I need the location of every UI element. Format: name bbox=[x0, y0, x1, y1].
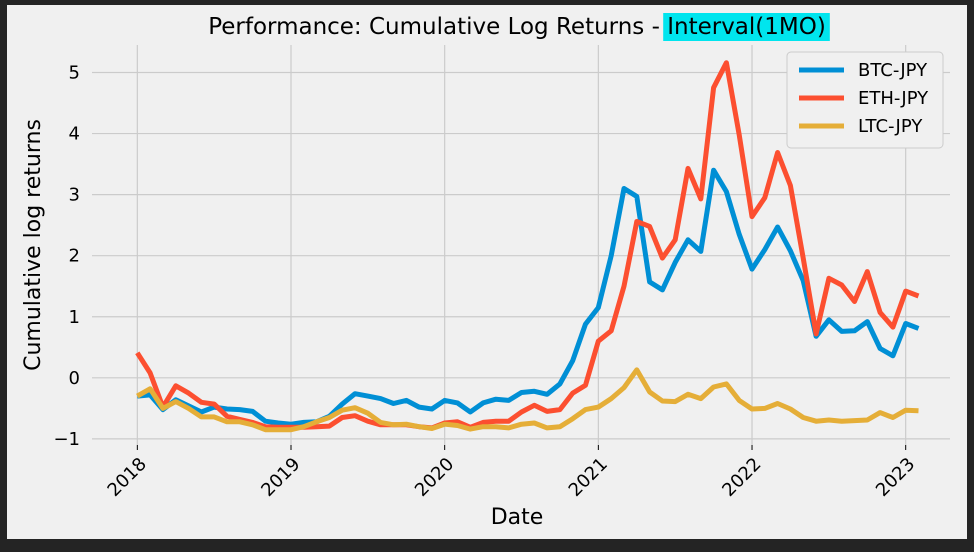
y-tick-label: −1 bbox=[53, 429, 80, 450]
y-tick-label: 1 bbox=[69, 307, 80, 328]
chart-title: Performance: Cumulative Log Returns - In… bbox=[208, 14, 826, 40]
series-line-btc-jpy bbox=[137, 167, 920, 427]
series-line-ltc-jpy bbox=[136, 367, 919, 433]
y-tick-label: 0 bbox=[69, 368, 80, 389]
legend: BTC-JPY ETH-JPY LTC-JPY bbox=[786, 51, 944, 149]
y-tick-label: 2 bbox=[69, 246, 80, 267]
x-axis-label: Date bbox=[491, 505, 544, 530]
y-axis-label: Cumulative log returns bbox=[21, 119, 46, 371]
y-tick-label: 3 bbox=[69, 185, 80, 206]
y-tick-label: 5 bbox=[69, 62, 80, 83]
chart-title-highlight: Interval(1MO) bbox=[667, 14, 826, 40]
legend-entry: ETH-JPY bbox=[858, 88, 929, 109]
series-line-eth-jpy bbox=[135, 60, 920, 431]
y-tick-label: 4 bbox=[69, 124, 80, 145]
legend-entry: LTC-JPY bbox=[858, 116, 923, 137]
legend-entry: BTC-JPY bbox=[858, 60, 928, 81]
series-lines bbox=[135, 60, 920, 433]
y-axis-ticks: −1 0 1 2 3 4 5 bbox=[53, 62, 80, 449]
title-highlight-background bbox=[663, 13, 830, 41]
legend-items: BTC-JPY ETH-JPY LTC-JPY bbox=[799, 60, 929, 137]
chart-title-main: Performance: Cumulative Log Returns - bbox=[208, 14, 667, 40]
